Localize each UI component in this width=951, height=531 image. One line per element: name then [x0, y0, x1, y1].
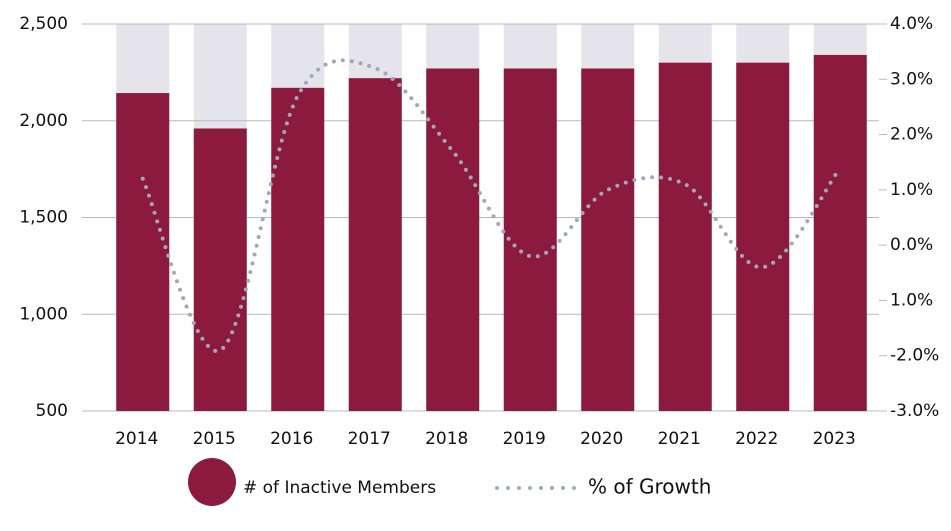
x-tick-label: 2022: [735, 429, 778, 449]
y-tick-label: 2,000: [19, 111, 68, 131]
y-tick-label: 2,500: [19, 14, 68, 34]
x-tick-label: 2018: [425, 429, 468, 449]
x-tick-label: 2020: [580, 429, 623, 449]
bar: [503, 68, 557, 411]
bar: [581, 68, 635, 411]
y2-tick-label: 4.0%: [890, 14, 933, 34]
bar: [193, 128, 247, 412]
x-tick-label: 2023: [813, 429, 856, 449]
y-tick-label: 500: [36, 401, 68, 421]
y2-tick-label: -3.0%: [890, 401, 939, 421]
legend-label: % of Growth: [588, 475, 711, 499]
x-tick-label: 2015: [193, 429, 236, 449]
growth-line: [140, 58, 843, 353]
bar: [116, 93, 170, 411]
y-tick-label: 1,500: [19, 208, 68, 228]
x-tick-label: 2019: [503, 429, 546, 449]
y2-tick-label: 1.0%: [890, 180, 933, 200]
bar: [426, 68, 480, 411]
legend-label: # of Inactive Members: [243, 478, 436, 498]
y2-tick-label: -2.0%: [890, 346, 939, 366]
bar: [658, 62, 712, 411]
bar: [271, 87, 325, 411]
bar: [813, 54, 867, 412]
x-tick-label: 2014: [115, 429, 158, 449]
y2-tick-label: 2.0%: [890, 125, 933, 145]
bar: [736, 62, 790, 411]
y-tick-label: 1,000: [19, 304, 68, 324]
y2-tick-label: 0.0%: [890, 235, 933, 255]
y2-tick-label: 1.0%: [890, 290, 933, 310]
x-tick-label: 2016: [270, 429, 313, 449]
legend-swatch: [188, 458, 236, 506]
x-tick-label: 2021: [658, 429, 701, 449]
x-tick-label: 2017: [348, 429, 391, 449]
bar: [348, 78, 402, 412]
y2-tick-label: 3.0%: [890, 69, 933, 89]
